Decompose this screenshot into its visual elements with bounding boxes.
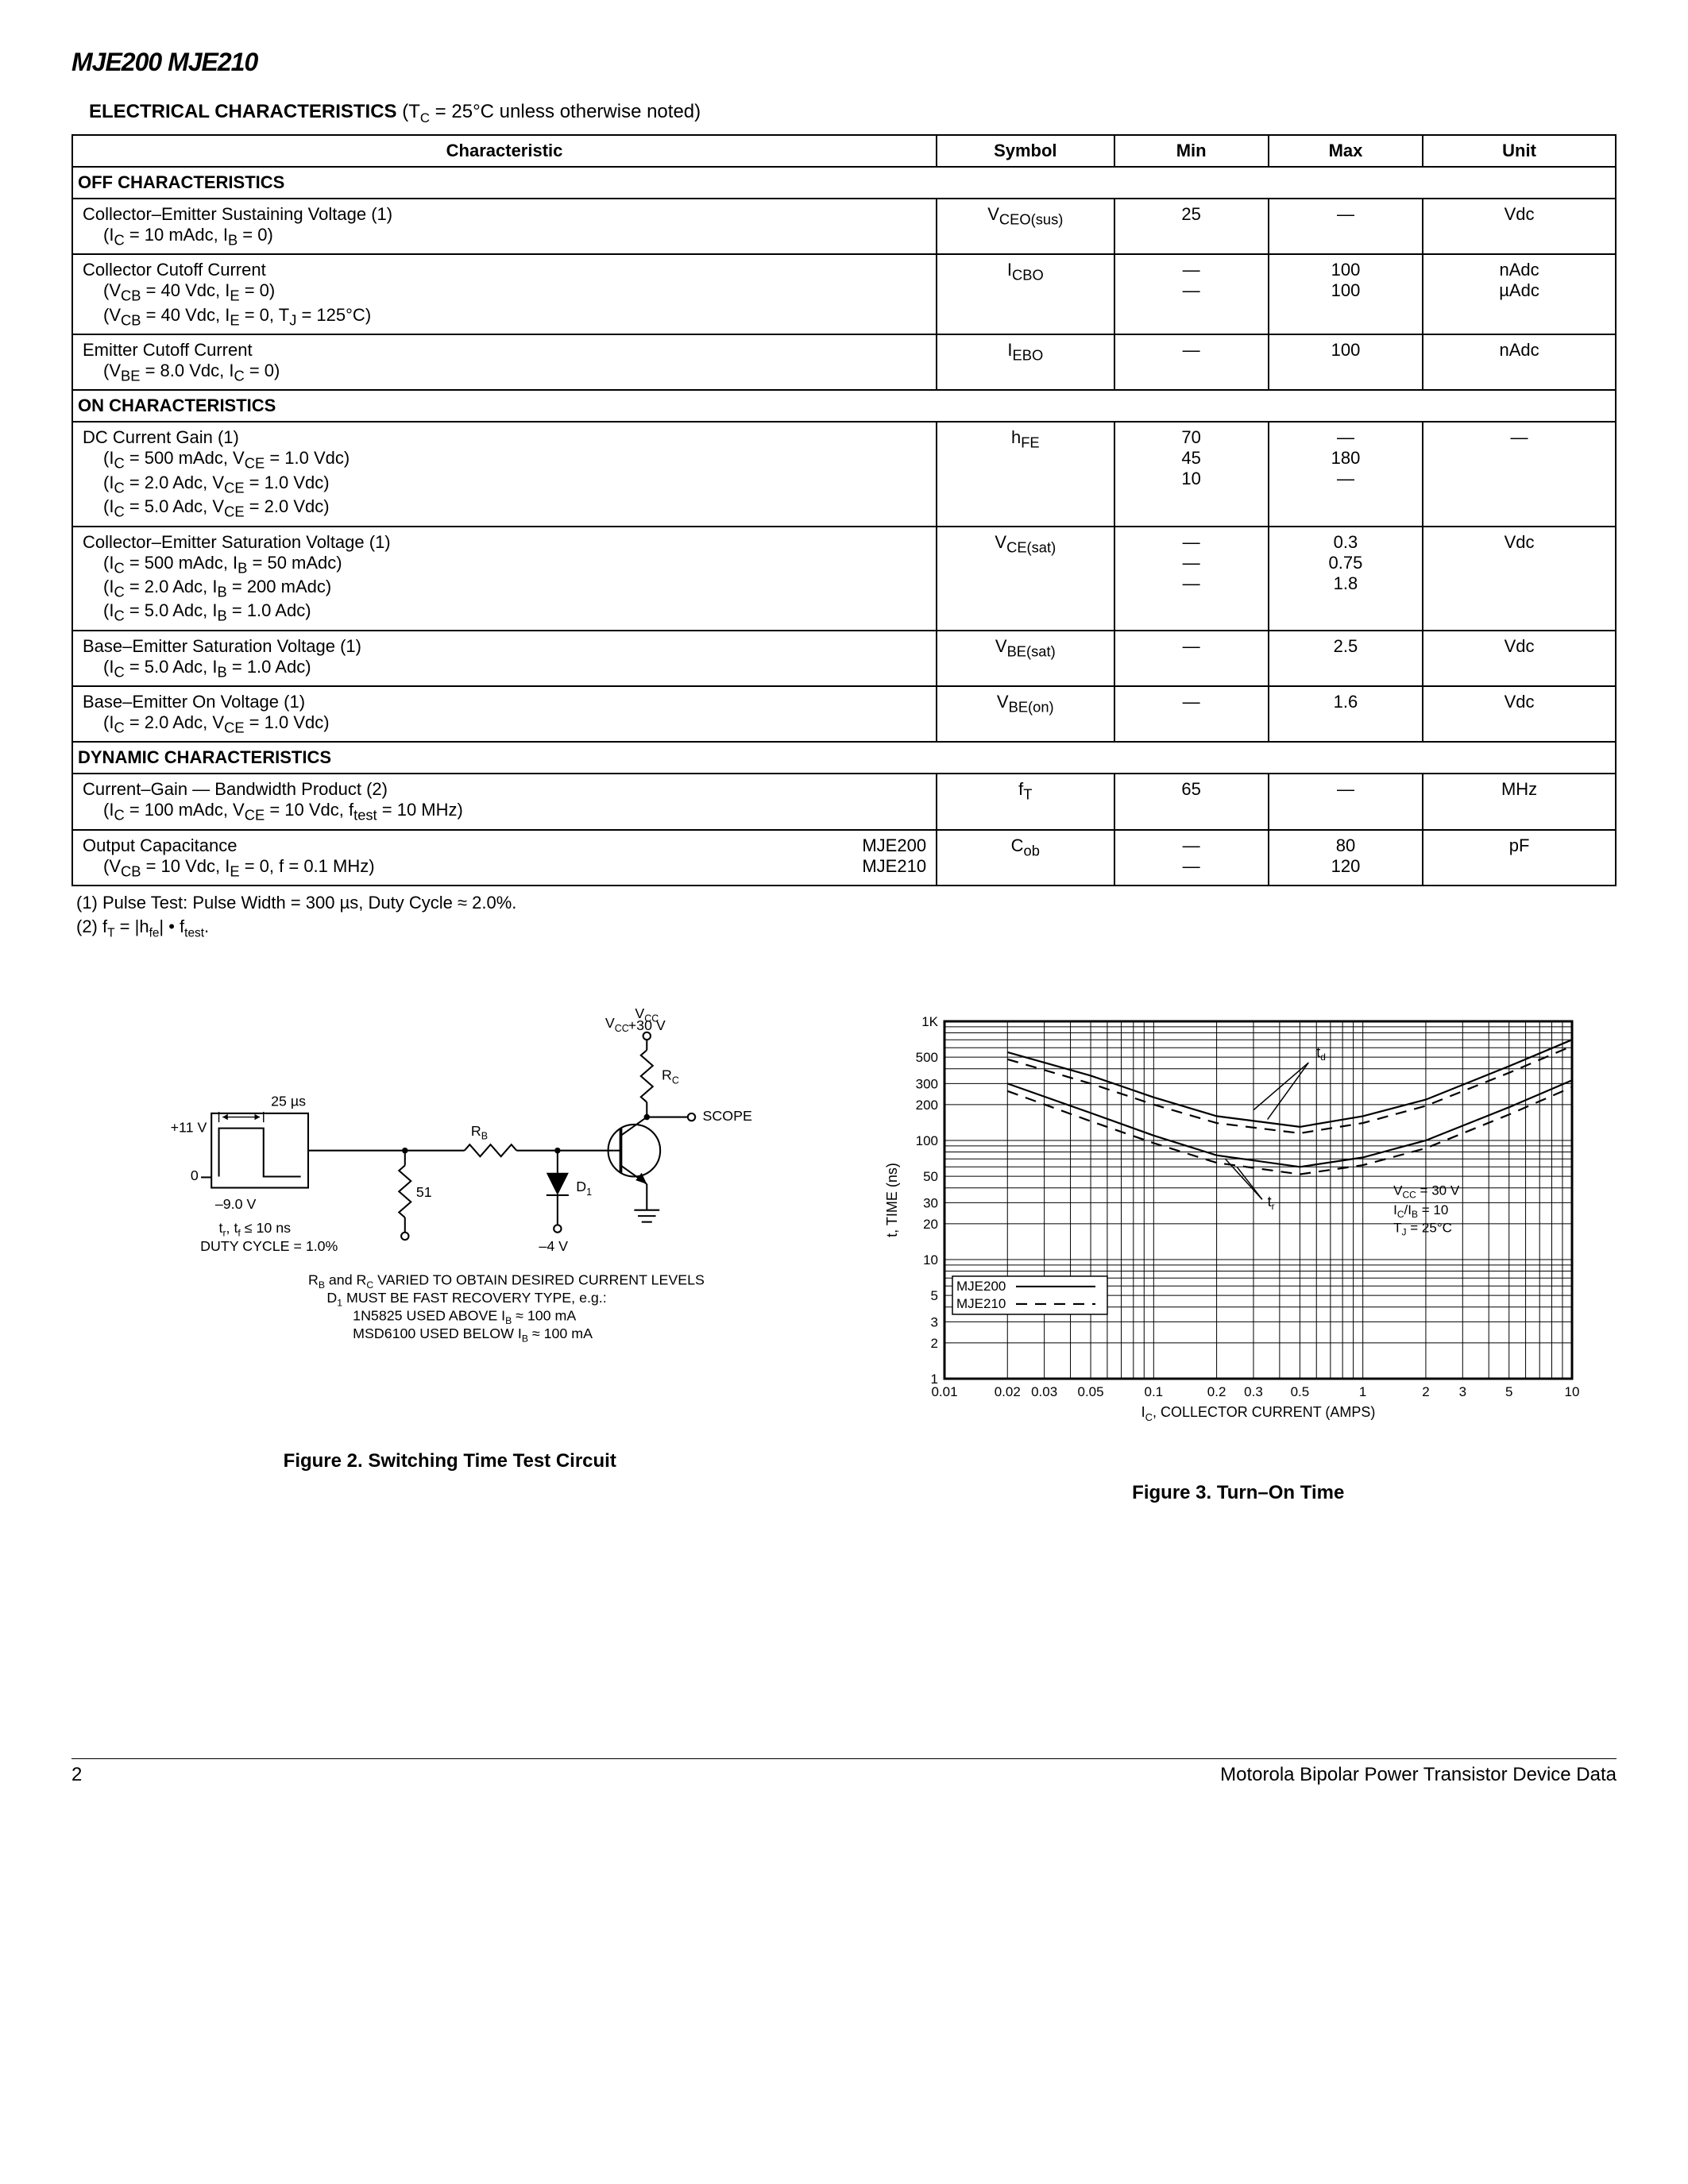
table-row: Emitter Cutoff Current(VBE = 8.0 Vdc, IC… xyxy=(72,334,1616,390)
svg-text:5: 5 xyxy=(930,1288,937,1303)
svg-text:VCC: VCC xyxy=(605,1015,629,1034)
svg-text:0.01: 0.01 xyxy=(931,1384,957,1399)
svg-text:0.2: 0.2 xyxy=(1207,1384,1226,1399)
svg-text:SCOPE: SCOPE xyxy=(703,1108,752,1124)
svg-text:1N5825 USED ABOVE IB ≈ 100 mA: 1N5825 USED ABOVE IB ≈ 100 mA xyxy=(353,1307,576,1326)
table-row: Collector–Emitter Saturation Voltage (1)… xyxy=(72,527,1616,631)
svg-text:1K: 1K xyxy=(921,1014,938,1029)
th-symbol: Symbol xyxy=(937,135,1114,167)
svg-text:0.03: 0.03 xyxy=(1031,1384,1057,1399)
note2-mid2: | • f xyxy=(159,916,184,936)
svg-text:+30 V: +30 V xyxy=(628,1017,666,1033)
circuit-diagram: 25 µs +11 V 0 –9.0 V tr, tf ≤ 10 nsDUTY CYCL… xyxy=(124,1005,775,1418)
page-number: 2 xyxy=(71,1764,82,1786)
table-row: Collector–Emitter Sustaining Voltage (1)… xyxy=(72,199,1616,254)
heading-rest: (T xyxy=(397,101,420,122)
svg-text:MSD6100 USED BELOW IB ≈ 100 mA: MSD6100 USED BELOW IB ≈ 100 mA xyxy=(353,1325,593,1345)
svg-text:–9.0 V: –9.0 V xyxy=(215,1196,257,1212)
svg-text:10: 10 xyxy=(923,1252,938,1268)
characteristics-table: Characteristic Symbol Min Max Unit OFF C… xyxy=(71,134,1617,886)
note2-sub3: test xyxy=(184,926,204,940)
svg-text:0.5: 0.5 xyxy=(1290,1384,1309,1399)
heading-sub: C xyxy=(420,110,430,125)
svg-text:MJE210: MJE210 xyxy=(956,1296,1006,1311)
figures-row: 25 µs +11 V 0 –9.0 V tr, tf ≤ 10 nsDUTY CYCL… xyxy=(71,1005,1617,1504)
svg-text:DUTY CYCLE = 1.0%: DUTY CYCLE = 1.0% xyxy=(200,1238,338,1254)
note2-end: . xyxy=(204,916,209,936)
svg-text:0.05: 0.05 xyxy=(1077,1384,1103,1399)
table-section-row: DYNAMIC CHARACTERISTICS xyxy=(72,742,1616,774)
svg-text:2: 2 xyxy=(930,1336,937,1351)
table-section-row: OFF CHARACTERISTICS xyxy=(72,167,1616,199)
svg-text:51: 51 xyxy=(416,1184,432,1200)
heading-end: = 25°C unless otherwise noted) xyxy=(430,101,701,122)
figure-3-caption: Figure 3. Turn–On Time xyxy=(1132,1482,1344,1504)
svg-text:2: 2 xyxy=(1422,1384,1429,1399)
svg-text:3: 3 xyxy=(930,1315,937,1330)
footer-text: Motorola Bipolar Power Transistor Device… xyxy=(1220,1764,1617,1786)
elec-char-heading: ELECTRICAL CHARACTERISTICS (TC = 25°C un… xyxy=(89,101,1617,126)
table-row: Base–Emitter Saturation Voltage (1)(IC =… xyxy=(72,631,1616,686)
svg-text:0.1: 0.1 xyxy=(1144,1384,1163,1399)
th-unit: Unit xyxy=(1423,135,1616,167)
svg-text:50: 50 xyxy=(923,1169,938,1184)
note2-sub1: T xyxy=(107,926,114,940)
table-header-row: Characteristic Symbol Min Max Unit xyxy=(72,135,1616,167)
svg-text:3: 3 xyxy=(1458,1384,1466,1399)
heading-bold: ELECTRICAL CHARACTERISTICS xyxy=(89,101,397,122)
svg-text:200: 200 xyxy=(915,1098,937,1113)
note2-mid: = |h xyxy=(115,916,149,936)
table-row: Base–Emitter On Voltage (1)(IC = 2.0 Adc… xyxy=(72,686,1616,742)
svg-text:0.02: 0.02 xyxy=(994,1384,1020,1399)
svg-text:0: 0 xyxy=(191,1167,199,1183)
table-section-row: ON CHARACTERISTICS xyxy=(72,390,1616,422)
figure-2-column: 25 µs +11 V 0 –9.0 V tr, tf ≤ 10 nsDUTY CYCL… xyxy=(71,1005,829,1472)
svg-text:300: 300 xyxy=(915,1077,937,1092)
note-1: (1) Pulse Test: Pulse Width = 300 µs, Du… xyxy=(76,891,1617,915)
svg-text:1: 1 xyxy=(1359,1384,1366,1399)
figure-2-caption: Figure 2. Switching Time Test Circuit xyxy=(284,1450,616,1472)
svg-text:10: 10 xyxy=(1564,1384,1579,1399)
svg-text:30: 30 xyxy=(923,1196,938,1211)
svg-text:RC: RC xyxy=(662,1067,679,1086)
table-row: DC Current Gain (1)(IC = 500 mAdc, VCE =… xyxy=(72,422,1616,526)
note-2: (2) fT = |hfe| • ftest. xyxy=(76,915,1617,942)
page-title: MJE200 MJE210 xyxy=(71,48,1617,77)
svg-text:+11 V: +11 V xyxy=(171,1119,207,1135)
svg-text:5: 5 xyxy=(1505,1384,1512,1399)
svg-text:20: 20 xyxy=(923,1217,938,1232)
table-row: Current–Gain — Bandwidth Product (2)(IC … xyxy=(72,774,1616,829)
svg-text:500: 500 xyxy=(915,1050,937,1065)
th-max: Max xyxy=(1269,135,1423,167)
svg-text:–4 V: –4 V xyxy=(539,1238,569,1254)
note2-pre: (2) f xyxy=(76,916,107,936)
svg-text:RB: RB xyxy=(471,1123,488,1142)
table-notes: (1) Pulse Test: Pulse Width = 300 µs, Du… xyxy=(76,891,1617,942)
svg-text:100: 100 xyxy=(915,1133,937,1148)
page-footer: 2 Motorola Bipolar Power Transistor Devi… xyxy=(71,1758,1617,1786)
turn-on-time-chart: 1K 500 300 200 100 50 30 20 10 5 3 2 1 0.01 0.02 0.03 0.… xyxy=(881,1005,1596,1450)
svg-text:RB and RC VARIED TO OBTAIN DES: RB and RC VARIED TO OBTAIN DESIRED CURRE… xyxy=(308,1271,705,1291)
table-row: Output Capacitance(VCB = 10 Vdc, IE = 0,… xyxy=(72,830,1616,886)
svg-text:IC, COLLECTOR CURRENT (AMPS): IC, COLLECTOR CURRENT (AMPS) xyxy=(1141,1404,1375,1423)
svg-text:MJE200: MJE200 xyxy=(956,1279,1006,1294)
svg-text:tr, tf ≤ 10 ns: tr, tf ≤ 10 ns xyxy=(219,1220,292,1239)
note2-sub2: fe xyxy=(149,926,160,940)
th-characteristic: Characteristic xyxy=(72,135,937,167)
table-row: Collector Cutoff Current(VCB = 40 Vdc, I… xyxy=(72,254,1616,334)
svg-text:D1: D1 xyxy=(577,1179,593,1198)
svg-text:t, TIME (ns): t, TIME (ns) xyxy=(884,1163,900,1237)
svg-text:0.3: 0.3 xyxy=(1244,1384,1263,1399)
svg-text:D1 MUST BE FAST RECOVERY TYPE,: D1 MUST BE FAST RECOVERY TYPE, e.g.: xyxy=(327,1290,607,1309)
svg-text:25 µs: 25 µs xyxy=(271,1094,306,1109)
figure-3-column: 1K 500 300 200 100 50 30 20 10 5 3 2 1 0.01 0.02 0.03 0.… xyxy=(860,1005,1617,1504)
th-min: Min xyxy=(1114,135,1269,167)
